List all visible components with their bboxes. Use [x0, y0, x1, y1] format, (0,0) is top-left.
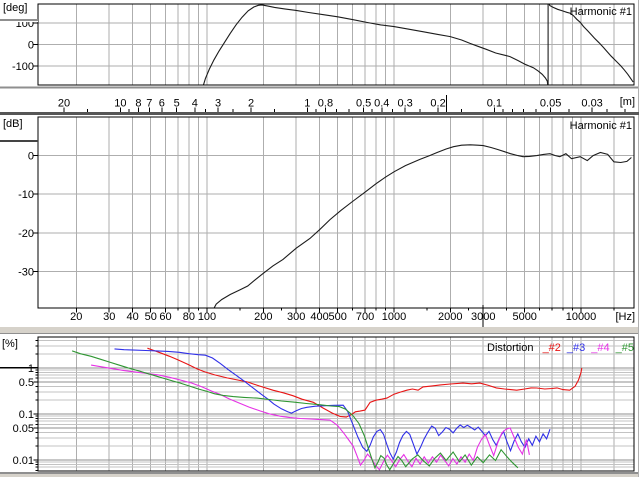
wavelength-tick-label: 4: [192, 98, 198, 110]
freq-tick-label: 400: [310, 311, 328, 323]
phase-response-y-tick-label: 0: [28, 40, 34, 52]
distortion-legend-title: Distortion: [487, 342, 534, 354]
wavelength-tick-label: 0.1: [487, 98, 502, 110]
freq-tick-label: 40: [126, 311, 138, 323]
freq-axis: 20 30 40 50 60 80 100 200 300 400 500 700 1000 2000 30…: [70, 308, 615, 323]
phase-unit-label: [deg]: [3, 2, 28, 14]
distortion-y-tick-label: 1: [28, 363, 34, 375]
distortion-y-tick-label: 0.5: [19, 377, 34, 389]
wavelength-tick-label: 0.3: [397, 98, 412, 110]
freq-tick-label: 700: [356, 311, 374, 323]
magnitude-response-y-tick-label: -20: [18, 228, 34, 240]
distortion-h4-curve: [91, 364, 530, 471]
distortion-y-tick-label: 0.1: [19, 409, 34, 421]
magnitude-response-y-tick-label: -30: [18, 266, 34, 278]
distortion-h2-curve: [147, 347, 583, 418]
freq-unit-label: [Hz]: [615, 311, 635, 323]
wavelength-tick-label: 20: [58, 98, 70, 110]
magnitude-response-plot-area[interactable]: [38, 117, 634, 308]
magnitude-response-y-tick-label: 0: [28, 151, 34, 163]
distortion-legend: Distortion _#2 _#3 _#4 _#5: [487, 342, 634, 354]
distortion-plot-area[interactable]: [38, 337, 634, 471]
phase-legend: Harmonic #1: [569, 6, 632, 18]
wavelength-tick-label: 0.8: [318, 98, 333, 110]
mag-legend: Harmonic #1: [569, 120, 632, 132]
freq-tick-label: 20: [70, 311, 82, 323]
phase-level-marker: [0, 18, 38, 21]
wavelength-tick-label: 0.05: [540, 98, 561, 110]
wavelength-tick-label: 1: [304, 98, 310, 110]
freq-tick-label: 5000: [512, 311, 536, 323]
freq-tick-label: 100: [198, 311, 216, 323]
wavelength-tick-label: 2: [248, 98, 254, 110]
freq-tick-label: 80: [183, 311, 195, 323]
phase-response-curves: [202, 4, 634, 85]
axis-level-markers: [0, 18, 38, 369]
magnitude-response-grid: [38, 117, 634, 308]
freq-tick-label: 1000: [382, 311, 406, 323]
wavelength-ruler: 20 10 8 7 6 5 4 3 2 1 0.8 0.5 0.4 0.3 0.2 0.1 0.05 0.03: [0, 98, 639, 115]
phase-response-y-axis: 1000-100: [12, 18, 38, 73]
wavelength-tick-label: 0.4: [374, 98, 389, 110]
freq-tick-label: 30: [103, 311, 115, 323]
wavelength-tick-label: 0.5: [356, 98, 371, 110]
wavelength-tick-label: 10: [114, 98, 126, 110]
magnitude-response-y-tick-label: -10: [18, 189, 34, 201]
wavelength-tick-label: 5: [174, 98, 180, 110]
distortion-y-tick-label: 0.01: [13, 455, 34, 467]
magnitude-response-curves: [213, 144, 632, 308]
wavelength-tick-label: 8: [135, 98, 141, 110]
phase-response-y-tick-label: -100: [12, 61, 34, 73]
wavelength-tick-label: 0.03: [581, 98, 602, 110]
freq-tick-label: 200: [254, 311, 272, 323]
legend-item-distortion-h4: _#4: [591, 342, 610, 354]
mag-unit-label: [dB]: [3, 118, 23, 130]
cursors: [446, 95, 484, 327]
legend-item-distortion-h3: _#3: [566, 342, 586, 354]
distortion-y-axis: 1 0.5 0.1 0.05 0.01: [13, 339, 38, 471]
dist-level-marker: [0, 367, 38, 369]
wavelength-tick-label: 6: [159, 98, 165, 110]
mag-level-marker: [0, 140, 38, 143]
harmonic-1-magnitude-curve: [213, 144, 632, 308]
magnitude-response-y-axis: 0 -10 -20 -30: [18, 151, 38, 278]
freq-tick-label: 300: [287, 311, 305, 323]
freq-tick-label: 60: [159, 311, 171, 323]
wavelength-tick-label: 3: [215, 98, 221, 110]
distortion-h5-curve: [71, 350, 519, 471]
magnitude-response-frame: [37, 116, 635, 309]
distortion-curves: [71, 347, 583, 471]
distortion-frame: [37, 336, 635, 472]
phase-response-grid: [38, 4, 634, 85]
dist-unit-label: [%]: [2, 338, 18, 350]
wavelength-tick-label: 7: [146, 98, 152, 110]
wavelength-unit-label: [m]: [619, 96, 635, 108]
harmonic-1-phase-curve: [202, 4, 634, 85]
wavelength-tick-label: 0.2: [430, 98, 445, 110]
distortion-y-tick-label: 0.05: [13, 423, 34, 435]
freq-tick-label: 50: [145, 311, 157, 323]
phase-response-plot-area[interactable]: [38, 4, 634, 85]
legend-item-distortion-h2: _#2: [542, 342, 561, 354]
legend-item-distortion-h5: _#5: [615, 342, 634, 354]
freq-tick-label: 500: [329, 311, 347, 323]
freq-tick-label: 2000: [438, 311, 462, 323]
freq-tick-label: 10000: [566, 311, 597, 323]
